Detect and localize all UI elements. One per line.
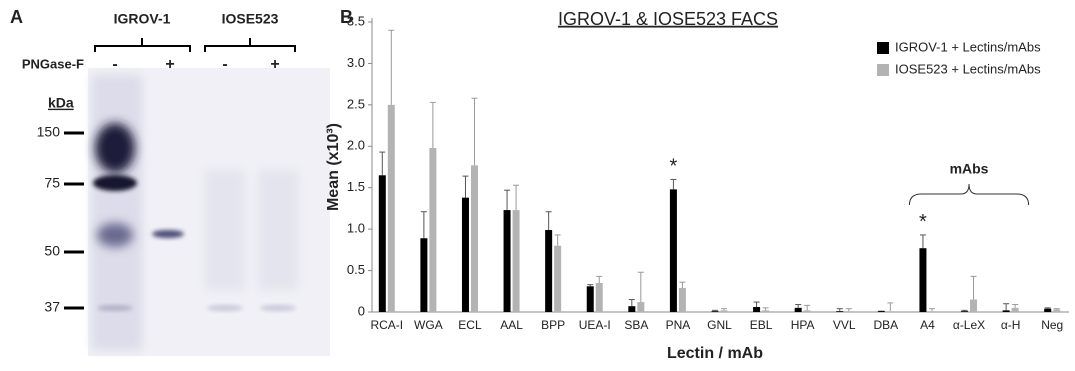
x-tick-label: RCA-I [370,318,403,332]
annotation: * [670,156,678,178]
bar [887,311,894,312]
y-tick-label: 1.5 [347,179,365,194]
bar [795,308,802,312]
marker-label: 37 [44,299,60,315]
y-tick-label: 0 [358,303,365,318]
bar [670,189,677,312]
group-label: IGROV-1 [114,11,171,27]
row-label: PNGase-F [22,56,84,71]
legend-swatch [877,64,889,76]
x-tick-label: BPP [541,318,565,332]
bar [762,310,769,312]
bar [970,300,977,312]
lane-label: - [222,56,227,73]
bar [878,311,885,312]
bar [587,286,594,312]
x-tick-label: VVL [833,318,856,332]
legend-label: IOSE523 + Lectins/mAbs [895,61,1041,76]
y-tick-label: 2.5 [347,96,365,111]
bar [679,288,686,312]
bar [1012,308,1019,312]
group-brackets [95,38,295,52]
bar [462,198,469,312]
group-label: IOSE523 [222,11,279,27]
bar [637,302,644,312]
lane-label: - [112,56,117,73]
x-axis-label: Lectin / mAb [667,345,763,362]
bar [928,311,935,312]
y-tick-label: 2.0 [347,138,365,153]
marker-lines [64,133,84,308]
bracket-label: mAbs [950,161,989,177]
x-tick-label: PNA [666,318,691,332]
lane-label: + [270,56,279,73]
x-tick-label: HPA [791,318,815,332]
lane-label: + [165,56,174,73]
x-tick-label: EBL [750,318,773,332]
legend-label: IGROV-1 + Lectins/mAbs [895,39,1041,54]
bar [845,311,852,312]
bar [836,311,843,312]
legend-swatch [877,42,889,54]
x-tick-label: WGA [414,318,443,332]
marker-label: 75 [44,175,60,191]
y-tick-label: 3.5 [347,13,365,28]
chart-title: IGROV-1 & IOSE523 FACS [558,9,778,29]
x-tick-label: α-LeX [953,318,985,332]
bar [554,246,561,312]
bar [1044,309,1051,312]
bar [628,306,635,312]
bar [596,283,603,312]
y-axis-label: Mean (x10³) [325,123,342,211]
unit-label: kDa [48,95,74,111]
bar [753,307,760,312]
y-tick-label: 3.0 [347,55,365,70]
bar [420,238,427,312]
x-tick-label: α-H [1001,318,1021,332]
marker-label: 150 [37,124,61,140]
bar [712,311,719,312]
marker-label: 50 [44,243,60,259]
bar [429,148,436,312]
x-tick-label: AAL [500,318,523,332]
x-tick-label: SBA [624,318,648,332]
annotation: * [919,211,927,233]
bracket [909,184,1028,205]
bar [513,210,520,312]
bar [545,230,552,312]
bar [1003,310,1010,312]
bar [721,310,728,312]
bar [388,105,395,312]
figure: A IGROV-1 IOSE523 PNGase-F - + - + kDa 1… [0,0,1075,366]
x-tick-label: UEA-I [579,318,611,332]
x-tick-label: DBA [874,318,899,332]
x-tick-label: ECL [458,318,482,332]
bar [961,311,968,312]
x-tick-label: GNL [707,318,732,332]
x-tick-label: A4 [920,318,935,332]
y-tick-label: 0.5 [347,262,365,277]
bar [471,165,478,312]
x-tick-label: Neg [1041,318,1063,332]
bar [504,210,511,312]
bar [1053,310,1060,312]
y-tick-label: 1.0 [347,221,365,236]
bar [804,310,811,312]
panel-label: A [10,7,23,27]
bar [919,248,926,312]
bar [379,175,386,312]
